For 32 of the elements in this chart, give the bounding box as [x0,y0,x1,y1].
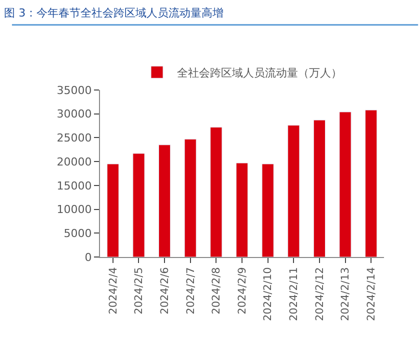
x-tick-label: 2024/2/7 [184,267,197,314]
bar [106,164,119,257]
x-tick-label: 2024/2/13 [340,267,352,322]
x-tick-label: 2024/2/11 [288,267,300,322]
bar [236,162,248,257]
bar [132,153,145,257]
x-tick-label: 2024/2/8 [210,267,223,314]
y-tick-label: 10000 [56,203,92,216]
bar [339,112,352,257]
y-tick-label: 35000 [56,84,92,97]
x-tick-label: 2024/2/6 [158,266,171,314]
x-tick-label: 2024/2/12 [314,267,326,322]
bar [288,125,300,257]
bar [210,126,222,257]
bar [184,138,196,257]
x-tick-label: 2024/2/10 [262,267,274,322]
y-tick-label: 15000 [56,179,92,192]
y-tick-label: 0 [84,250,92,264]
y-tick-label: 30000 [56,108,92,121]
chart-title: 图 3：今年春节全社会跨区域人员流动量高增 [4,6,224,20]
bar [262,164,274,257]
bar [365,110,378,257]
x-tick-label: 2024/2/9 [236,267,248,314]
y-tick-label: 25000 [56,132,92,145]
x-tick-label: 2024/2/14 [366,266,378,322]
x-tick-label: 2024/2/4 [107,266,120,314]
bar [313,120,326,257]
y-tick-label: 5000 [64,226,92,240]
y-tick-label: 20000 [56,155,92,168]
x-tick-label: 2024/2/5 [133,267,146,314]
bar [158,144,171,257]
legend-label: 全社会跨区域人员流动量（万人） [177,66,342,80]
